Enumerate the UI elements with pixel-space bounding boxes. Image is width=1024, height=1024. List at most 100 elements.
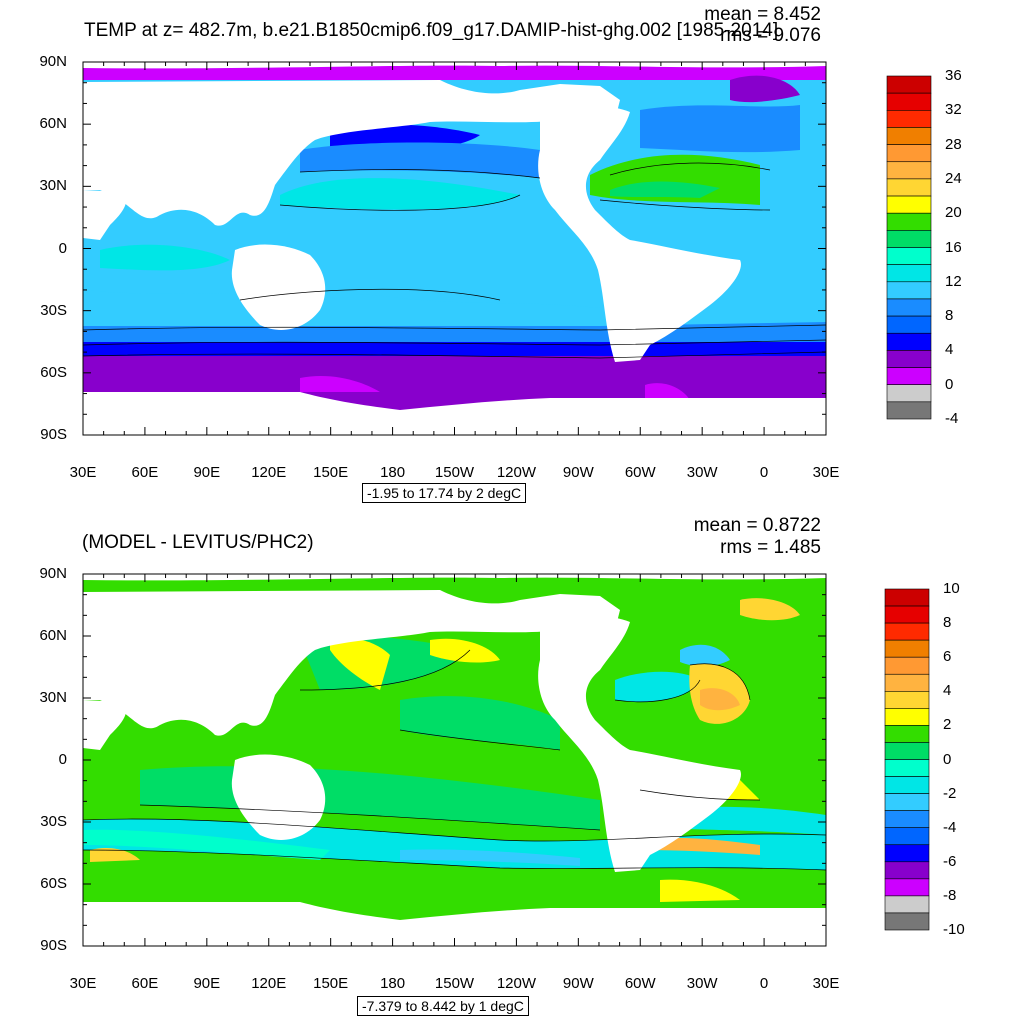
panel2-colorbar-box (884, 776, 930, 794)
panel1-lon-label: 30E (812, 464, 840, 481)
panel2-lon-label: 150W (434, 975, 475, 992)
panel1-colorbar-label: -4 (945, 410, 959, 427)
panel2-colorbar-box (884, 895, 930, 914)
panel2-title: (MODEL - LEVITUS/PHC2) (82, 532, 314, 553)
panel2-lat-label: 90S (40, 937, 67, 954)
panel1-range-box: -1.95 to 17.74 by 2 degC (362, 483, 527, 503)
panel1-colorbar (886, 75, 932, 420)
panel1-colorbar-box (886, 281, 932, 300)
panel2-colorbar-box (884, 878, 930, 897)
panel2-colorbar-label: 2 (943, 716, 952, 734)
panel1-colorbar-box (886, 212, 932, 231)
panel2-lon-label: 60E (131, 975, 159, 992)
panel1-colorbar-box (886, 230, 932, 248)
panel1-colorbar-label: 0 (945, 375, 954, 393)
panel1-colorbar-box (886, 298, 932, 317)
panel1-colorbar-label: 36 (945, 67, 962, 84)
panel1-colorbar-label: 12 (945, 272, 962, 290)
panel1-colorbar-box (886, 247, 932, 265)
panel2-colorbar-label: 0 (943, 750, 952, 768)
panel2-lon-label: 120E (251, 975, 287, 992)
panel2-colorbar-box (884, 861, 930, 880)
panel1-colorbar-box (886, 178, 932, 197)
panel2-colorbar-box (884, 759, 930, 777)
panel1-colorbar-label: 24 (945, 169, 962, 187)
panel2-lat-label: 60N (39, 627, 67, 644)
panel2-colorbar-box (884, 810, 930, 829)
panel2-lat-label: 90N (39, 565, 67, 582)
panel1-lat-label: 0 (58, 239, 67, 257)
panel2-colorbar-label: -4 (943, 818, 957, 836)
panel1-lon-label: 90E (193, 464, 221, 481)
panel1-lat-label: 30S (40, 301, 67, 319)
panel1-lon-label: 90W (562, 464, 594, 481)
panel1-lon-label: 150W (434, 464, 475, 481)
panel1-lat-label: 90S (40, 426, 67, 443)
panel1-colorbar-box (886, 315, 932, 334)
panel2-colorbar-label: -6 (943, 852, 957, 870)
panel2-colorbar-box (884, 827, 930, 846)
panel2-lon-label: 60W (624, 975, 656, 992)
panel1-colorbar-label: 20 (945, 204, 962, 222)
panel2-colorbar-box (884, 912, 930, 931)
panel1-colorbar-label: 32 (945, 101, 962, 119)
panel1-colorbar-box (886, 110, 932, 128)
panel2-colorbar (884, 588, 930, 931)
panel1-colorbar-box (886, 195, 932, 214)
panel2-colorbar-label: -2 (943, 784, 957, 802)
panel2-colorbar-box (884, 793, 930, 811)
panel1-colorbar-box (886, 350, 932, 368)
panel2-lon-label: 90E (193, 975, 221, 992)
panel2-lat-label: 0 (58, 751, 67, 768)
panel2-lat-label: 60S (40, 875, 67, 892)
panel2-colorbar-box (884, 656, 930, 675)
panel1-lon-label: 30E (69, 464, 97, 481)
panel2-lon-label: 90W (562, 975, 594, 992)
panel1-colorbar-label: 28 (945, 135, 962, 153)
panel2-colorbar-label: 6 (943, 648, 952, 666)
panel2-colorbar-box (884, 690, 930, 709)
panel2-lon-label: 180 (380, 975, 406, 992)
panel1-map (82, 61, 827, 436)
panel1-lat-label: 60N (39, 115, 67, 133)
panel1-colorbar-box (886, 401, 932, 420)
panel1-lat-label: 60S (40, 363, 67, 381)
panel1-lon-label: 30W (686, 464, 718, 481)
panel2-colorbar-label: -8 (943, 886, 957, 904)
panel2-colorbar-label: 4 (943, 682, 952, 700)
panel1-colorbar-box (886, 264, 932, 283)
panel2-lon-label: 120W (496, 975, 536, 992)
panel2-lon-label: 0 (759, 975, 769, 992)
panel2-colorbar-box (884, 708, 930, 726)
panel2-colorbar-box (884, 639, 930, 658)
panel2-colorbar-box (884, 588, 930, 607)
panel1-lat-label: 90N (39, 53, 67, 70)
panel2-colorbar-box (884, 725, 930, 743)
panel1-colorbar-box (886, 127, 932, 145)
panel1-colorbar-box (886, 367, 932, 385)
panel2-colorbar-label: 10 (943, 580, 960, 597)
panel1-title: TEMP at z= 482.7m, b.e21.B1850cmip6.f09_… (84, 20, 779, 41)
panel2-colorbar-box (884, 742, 930, 760)
panel1-colorbar-label: 8 (945, 307, 954, 325)
panel1-rms: rms = 9.076 (720, 25, 821, 46)
panel1-lon-label: 180 (380, 464, 406, 481)
panel2-lon-label: 30W (686, 975, 718, 992)
panel1-lon-label: 60W (624, 464, 656, 481)
panel1-mean: mean = 8.452 (704, 4, 821, 25)
panel1-lon-label: 120E (251, 464, 287, 481)
panel1-lon-label: 0 (759, 464, 769, 481)
panel2-mean: mean = 0.8722 (693, 515, 821, 536)
panel2-lon-label: 30E (69, 975, 97, 992)
panel2-map (82, 573, 827, 947)
panel2-rms: rms = 1.485 (720, 537, 821, 558)
panel1-colorbar-box (886, 332, 932, 351)
panel2-lon-label: 150E (313, 975, 349, 992)
panel1-colorbar-box (886, 144, 932, 163)
panel1-lon-label: 60E (131, 464, 159, 481)
panel2-colorbar-box (884, 673, 930, 692)
panel1-lon-label: 150E (313, 464, 349, 481)
panel1-colorbar-box (886, 161, 932, 180)
panel2-lat-label: 30N (39, 689, 67, 706)
